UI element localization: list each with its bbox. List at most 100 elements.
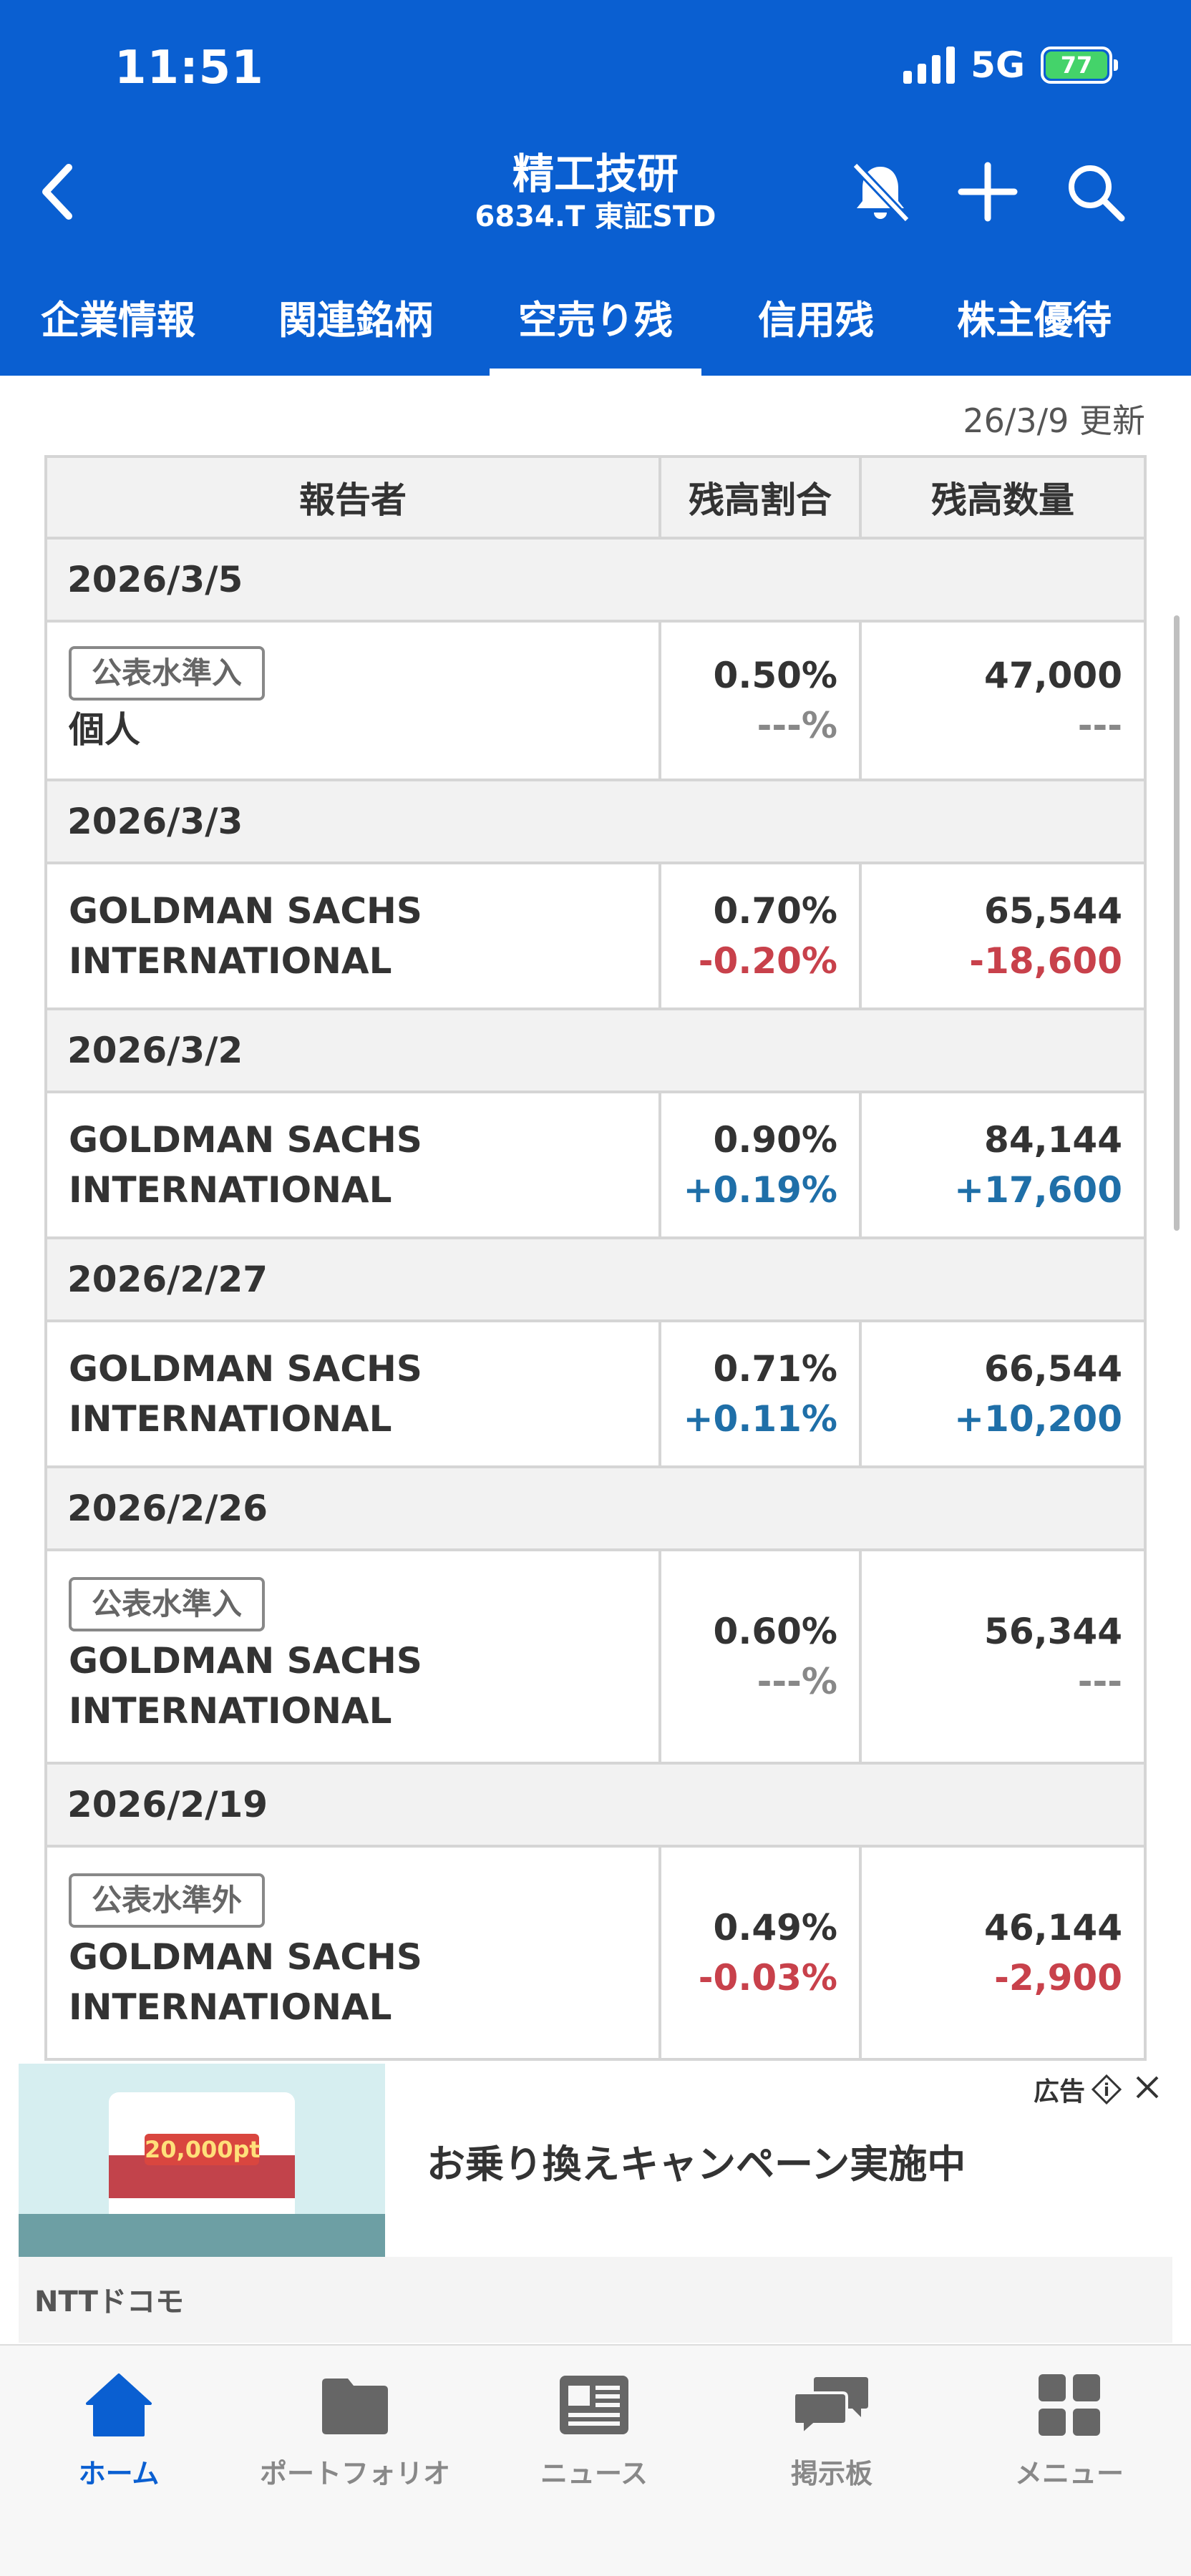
reporter-name: GOLDMAN SACHS INTERNATIONAL [69,1348,422,1440]
svg-text:i: i [1104,2080,1109,2100]
back-icon [42,164,72,220]
ad-banner[interactable]: 20,000pt お乗り換えキャンペーン実施中 広告 i NTTドコモ [19,2064,1172,2343]
quantity-value: 47,000 [984,655,1122,696]
status-indicators: 5G 77 [903,44,1118,86]
signal-icon [903,47,956,84]
nav-home[interactable]: ホーム [11,2366,226,2491]
ratio-change: +0.19% [683,1169,837,1211]
ad-info-icon: i [1091,2074,1122,2105]
nav-label: ポートフォリオ [259,2458,450,2489]
ad-headline[interactable]: お乗り換えキャンペーン実施中 [427,2142,966,2187]
reporter-cell: 公表水準入 個人 [47,623,661,779]
quantity-cell: 46,144 -2,900 [862,1848,1144,2058]
ratio-cell: 0.90% +0.19% [661,1093,862,1236]
header-quantity: 残高数量 [931,479,1074,521]
nav-label: ニュース [540,2458,648,2489]
ratio-value: 0.90% [713,1119,837,1161]
search-icon [1069,165,1125,222]
quantity-cell: 65,544 -18,600 [862,864,1144,1008]
ratio-value: 0.71% [713,1348,837,1390]
tab-related-stocks[interactable]: 関連銘柄 [278,298,433,343]
ratio-cell: 0.50% ---% [661,623,862,779]
ad-label[interactable]: 広告 i [1034,2071,1122,2108]
table-row: GOLDMAN SACHS INTERNATIONAL 0.70% -0.20%… [47,864,1144,1010]
reporter-name: GOLDMAN SACHS INTERNATIONAL [69,1640,422,1732]
ratio-value: 0.70% [713,890,837,932]
header: 11:51 5G 77 精工技研 6834.T 東証STD [0,0,1191,376]
reporter-name: GOLDMAN SACHS INTERNATIONAL [69,1119,422,1211]
ad-advertiser[interactable]: NTTドコモ [34,2285,184,2318]
ratio-cell: 0.71% +0.11% [661,1322,862,1465]
news-icon [555,2366,633,2444]
reporter-cell: 公表水準入 GOLDMAN SACHS INTERNATIONAL [47,1551,661,1762]
back-button[interactable] [29,156,86,228]
ad-image[interactable]: 20,000pt [19,2064,385,2257]
ad-text-area[interactable] [385,2064,1172,2257]
ratio-value: 0.50% [713,655,837,696]
page-subtitle: 6834.T 東証STD [475,200,716,233]
ad-close-button[interactable] [1129,2069,1165,2105]
grid-icon [1030,2366,1109,2444]
quantity-change: --- [1077,1661,1122,1702]
nav-label: ホーム [78,2458,160,2489]
table-row: 公表水準入 GOLDMAN SACHS INTERNATIONAL 0.60% … [47,1551,1144,1765]
date-row: 2026/2/26 [47,1468,1144,1551]
date-row: 2026/3/5 [47,540,1144,623]
quantity-change: +10,200 [954,1398,1122,1440]
ratio-change: +0.11% [683,1398,837,1440]
add-button[interactable] [952,156,1024,228]
header-ratio: 残高割合 [661,458,862,537]
status-time: 11:51 [115,42,264,94]
battery-icon: 77 [1041,47,1118,84]
tab-shareholder-benefits[interactable]: 株主優待 [957,298,1112,343]
quantity-value: 56,344 [984,1611,1122,1652]
reporter-cell: GOLDMAN SACHS INTERNATIONAL [47,864,661,1008]
reporter-name: 個人 [69,709,140,751]
tab-bar: 企業情報 関連銘柄 空売り残 信用残 株主優待 [0,275,1191,376]
nav-portfolio[interactable]: ポートフォリオ [248,2366,462,2491]
ratio-change: ---% [757,705,837,746]
search-button[interactable] [1059,156,1131,228]
quantity-value: 66,544 [984,1348,1122,1390]
quantity-change: +17,600 [954,1169,1122,1211]
table-row: GOLDMAN SACHS INTERNATIONAL 0.90% +0.19%… [47,1093,1144,1239]
ratio-change: ---% [757,1661,837,1702]
quantity-change: -18,600 [969,940,1122,982]
chat-icon [792,2366,871,2444]
table-row: 公表水準外 GOLDMAN SACHS INTERNATIONAL 0.49% … [47,1848,1144,2061]
nav-message-board[interactable]: 掲示板 [724,2366,939,2491]
quantity-value: 65,544 [984,890,1122,932]
quantity-change: -2,900 [994,1957,1122,1999]
home-icon [79,2366,158,2444]
status-badge: 公表水準外 [69,1873,266,1928]
ratio-cell: 0.49% -0.03% [661,1848,862,2058]
ratio-value: 0.60% [713,1611,837,1652]
quantity-value: 46,144 [984,1907,1122,1948]
nav-menu[interactable]: メニュー [962,2366,1177,2491]
stock-title: 精工技研 6834.T 東証STD [381,149,810,235]
quantity-cell: 56,344 --- [862,1551,1144,1762]
scrollbar[interactable] [1174,615,1180,1231]
status-badge: 公表水準入 [69,646,266,701]
date-row: 2026/3/3 [47,781,1144,864]
date-row: 2026/3/2 [47,1010,1144,1093]
tab-margin-balance[interactable]: 信用残 [758,298,874,343]
date-row: 2026/2/19 [47,1765,1144,1848]
reporter-name: GOLDMAN SACHS INTERNATIONAL [69,1936,422,2028]
reporter-cell: GOLDMAN SACHS INTERNATIONAL [47,1322,661,1465]
quantity-cell: 84,144 +17,600 [862,1093,1144,1236]
tab-short-interest[interactable]: 空売り残 [490,275,701,376]
notification-button[interactable] [845,156,916,228]
tab-company-info[interactable]: 企業情報 [41,298,195,343]
page-title: 精工技研 [512,150,679,198]
nav-label: 掲示板 [790,2458,872,2489]
table-row: GOLDMAN SACHS INTERNATIONAL 0.71% +0.11%… [47,1322,1144,1468]
plus-icon [958,162,1018,222]
nav-news[interactable]: ニュース [487,2366,701,2491]
ad-image-ground [19,2214,385,2257]
ad-label-text: 広告 [1033,2077,1085,2107]
updated-timestamp: 26/3/9 更新 [963,401,1145,440]
header-reporter: 報告者 [47,458,661,537]
ratio-value: 0.49% [713,1907,837,1948]
status-badge: 公表水準入 [69,1577,266,1631]
